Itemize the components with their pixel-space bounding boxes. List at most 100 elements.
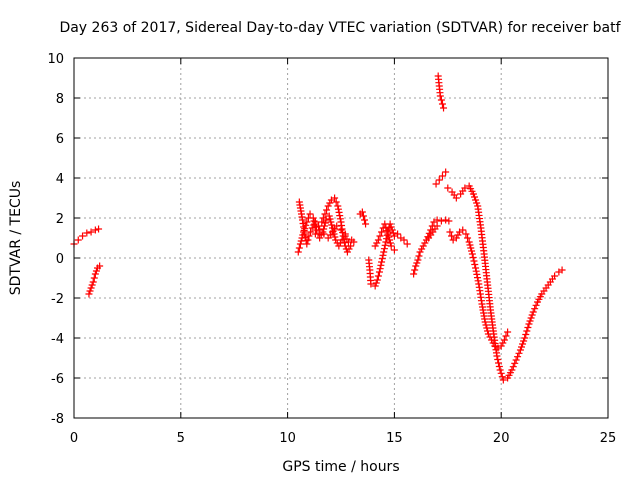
data-point — [331, 194, 339, 202]
y-tick-label: -8 — [51, 412, 64, 427]
data-point — [83, 229, 91, 237]
data-point — [461, 184, 469, 192]
x-tick-label: 5 — [177, 431, 185, 446]
data-point — [328, 221, 336, 229]
data-point — [433, 222, 441, 230]
data-point — [334, 205, 342, 213]
data-point — [452, 194, 460, 202]
data-point — [312, 223, 320, 231]
data-point — [529, 308, 537, 316]
data-point — [89, 278, 97, 286]
data-point — [519, 340, 527, 348]
data-point — [527, 314, 535, 322]
data-point — [308, 224, 316, 232]
data-point — [499, 376, 507, 384]
data-point — [311, 220, 319, 228]
y-tick-label: 0 — [56, 252, 64, 267]
data-point — [326, 215, 334, 223]
data-point — [85, 290, 93, 298]
data-point — [347, 242, 355, 250]
data-point — [524, 324, 532, 331]
data-point — [440, 104, 448, 112]
data-point — [469, 190, 477, 198]
data-point — [403, 240, 411, 248]
data-point — [418, 245, 426, 253]
data-point — [465, 238, 473, 246]
data-point — [522, 331, 530, 338]
data-point — [299, 231, 307, 239]
data-point — [87, 284, 95, 292]
data-point — [324, 202, 332, 210]
data-point — [295, 244, 303, 252]
data-point — [336, 212, 344, 220]
data-point — [298, 234, 306, 242]
data-point — [394, 230, 402, 238]
data-point — [301, 225, 309, 233]
data-point — [92, 267, 100, 275]
data-point — [472, 264, 480, 272]
data-point — [442, 216, 450, 224]
data-point — [321, 219, 329, 227]
x-tick-label: 0 — [70, 431, 78, 446]
y-tick-label: 4 — [56, 172, 64, 187]
data-point — [515, 349, 523, 357]
data-point — [435, 176, 443, 184]
data-point — [516, 346, 524, 354]
data-point — [433, 216, 441, 224]
data-point — [464, 234, 472, 242]
data-point — [303, 240, 311, 248]
data-point — [508, 366, 516, 374]
data-point — [337, 226, 345, 234]
data-point — [500, 336, 508, 344]
data-point — [309, 214, 317, 222]
data-point — [304, 236, 312, 244]
data-point — [74, 236, 82, 244]
data-point — [483, 324, 491, 332]
data-point — [371, 282, 379, 290]
data-point — [320, 222, 328, 230]
data-point — [381, 241, 389, 249]
data-point — [459, 226, 467, 234]
y-tick-label: 10 — [47, 52, 64, 67]
data-point — [454, 231, 462, 239]
data-point — [358, 208, 366, 216]
data-point — [481, 318, 489, 326]
data-point — [86, 287, 94, 295]
plot-frame — [73, 57, 609, 419]
data-point — [343, 235, 351, 243]
data-point — [336, 215, 344, 223]
data-point — [385, 233, 393, 241]
data-point — [362, 220, 370, 228]
data-point — [415, 252, 423, 260]
data-point — [512, 356, 520, 364]
data-point — [294, 248, 302, 256]
data-point — [517, 343, 525, 351]
data-point — [302, 221, 310, 229]
data-point — [316, 234, 324, 242]
x-axis-label: GPS time / hours — [282, 459, 399, 475]
data-point — [446, 228, 454, 236]
data-point — [425, 229, 433, 237]
data-point — [88, 281, 96, 289]
data-point — [311, 230, 319, 238]
data-point — [386, 236, 394, 244]
data-point — [332, 198, 340, 206]
data-point — [437, 217, 445, 225]
data-point — [323, 206, 331, 214]
data-point — [384, 230, 392, 238]
data-point — [297, 237, 305, 245]
data-point — [502, 332, 510, 340]
data-point — [377, 261, 385, 269]
data-point — [382, 238, 390, 246]
data-point — [376, 265, 384, 273]
y-tick-label: -6 — [51, 372, 64, 387]
data-point — [438, 100, 446, 108]
data-point — [388, 226, 396, 234]
data-point — [437, 96, 445, 104]
data-point — [495, 363, 503, 370]
data-point — [472, 267, 480, 275]
data-point — [467, 244, 475, 252]
data-point — [497, 369, 505, 377]
y-tick-label: 8 — [56, 92, 64, 107]
